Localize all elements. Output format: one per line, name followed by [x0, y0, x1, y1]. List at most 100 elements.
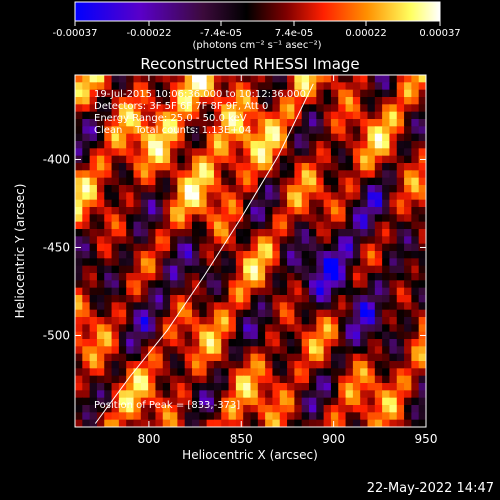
heatmap-cell	[330, 302, 339, 311]
heatmap-cell	[104, 207, 113, 215]
heatmap-cell	[411, 243, 420, 252]
heatmap-cell	[155, 287, 164, 296]
heatmap-cell	[360, 419, 369, 427]
heatmap-cell	[140, 229, 149, 237]
heatmap-cell	[96, 126, 105, 135]
heatmap-cell	[367, 97, 376, 105]
heatmap-cell	[279, 412, 288, 421]
heatmap-cell	[338, 177, 347, 186]
heatmap-cell	[374, 419, 383, 427]
heatmap-cell	[228, 170, 237, 179]
heatmap-cell	[265, 207, 274, 215]
heatmap-cell	[250, 287, 259, 296]
heatmap-cell	[213, 390, 222, 399]
heatmap-cell	[133, 317, 142, 325]
heatmap-cell	[374, 214, 383, 223]
heatmap-cell	[170, 353, 178, 362]
heatmap-cell	[155, 397, 164, 406]
heatmap-cell	[338, 273, 347, 281]
heatmap-cell	[250, 383, 259, 391]
heatmap-cell	[184, 126, 193, 135]
heatmap-cell	[382, 251, 391, 259]
heatmap-cell	[294, 375, 303, 384]
heatmap-cell	[265, 419, 274, 427]
heatmap-cell	[352, 243, 361, 252]
heatmap-cell	[104, 155, 113, 164]
heatmap-cell	[345, 82, 354, 91]
heatmap-cell	[294, 89, 303, 98]
heatmap-cell	[367, 207, 376, 215]
heatmap-cell	[170, 148, 178, 157]
heatmap-cell	[301, 141, 310, 149]
heatmap-cell	[118, 155, 127, 164]
heatmap-cell	[257, 287, 266, 296]
heatmap-cell	[265, 287, 274, 296]
heatmap-cell	[111, 339, 120, 347]
heatmap-cell	[82, 309, 91, 318]
heatmap-cell	[382, 353, 391, 362]
heatmap-cell	[250, 221, 259, 230]
heatmap-cell	[323, 177, 332, 186]
heatmap-cell	[374, 177, 383, 186]
heatmap-cell	[272, 324, 281, 333]
heatmap-cell	[272, 192, 281, 201]
heatmap-cell	[148, 163, 157, 171]
heatmap-cell	[287, 324, 295, 333]
heatmap-cell	[360, 97, 369, 105]
heatmap-cell	[301, 89, 310, 98]
heatmap-cell	[206, 419, 215, 427]
heatmap-cell	[228, 302, 237, 311]
heatmap-cell	[221, 126, 230, 135]
heatmap-cell	[345, 163, 354, 171]
heatmap-cell	[382, 185, 391, 193]
heatmap-cell	[418, 412, 426, 421]
heatmap-cell	[418, 339, 426, 347]
heatmap-cell	[330, 199, 339, 208]
heatmap-cell	[75, 317, 83, 325]
heatmap-cell	[352, 265, 361, 274]
heatmap-cell	[382, 75, 391, 83]
heatmap-cell	[330, 287, 339, 296]
heatmap-cell	[265, 243, 274, 252]
heatmap-cell	[301, 104, 310, 113]
heatmap-cell	[206, 331, 215, 340]
heatmap-cell	[272, 229, 281, 237]
heatmap-cell	[404, 397, 412, 406]
heatmap-cell	[411, 353, 420, 362]
y-axis-label: Heliocentric Y (arcsec)	[13, 184, 27, 319]
heatmap-cell	[243, 207, 252, 215]
heatmap-cell	[265, 353, 274, 362]
heatmap-cell	[206, 295, 215, 303]
heatmap-cell	[374, 207, 383, 215]
heatmap-cell	[221, 82, 230, 91]
heatmap-cell	[287, 419, 295, 427]
heatmap-cell	[323, 75, 332, 83]
heatmap-cell	[250, 126, 259, 135]
heatmap-cell	[228, 133, 237, 142]
heatmap-cell	[155, 302, 164, 311]
heatmap-cell	[221, 324, 230, 333]
heatmap-cell	[418, 229, 426, 237]
heatmap-cell	[389, 221, 398, 230]
heatmap-cell	[265, 405, 274, 413]
heatmap-cell	[96, 192, 105, 201]
heatmap-cell	[287, 133, 295, 142]
heatmap-cell	[360, 111, 369, 120]
heatmap-cell	[228, 419, 237, 427]
heatmap-cell	[330, 214, 339, 223]
heatmap-cell	[338, 412, 347, 421]
heatmap-cell	[374, 295, 383, 303]
heatmap-cell	[235, 302, 244, 311]
heatmap-cell	[170, 302, 178, 311]
heatmap-cell	[309, 75, 317, 83]
heatmap-cell	[360, 368, 369, 377]
heatmap-cell	[213, 339, 222, 347]
heatmap-cell	[118, 309, 127, 318]
heatmap-cell	[228, 243, 237, 252]
heatmap-cell	[111, 309, 120, 318]
heatmap-cell	[148, 280, 157, 289]
heatmap-cell	[104, 324, 113, 333]
heatmap-cell	[133, 331, 142, 340]
heatmap-cell	[374, 155, 383, 164]
heatmap-cell	[75, 170, 83, 179]
